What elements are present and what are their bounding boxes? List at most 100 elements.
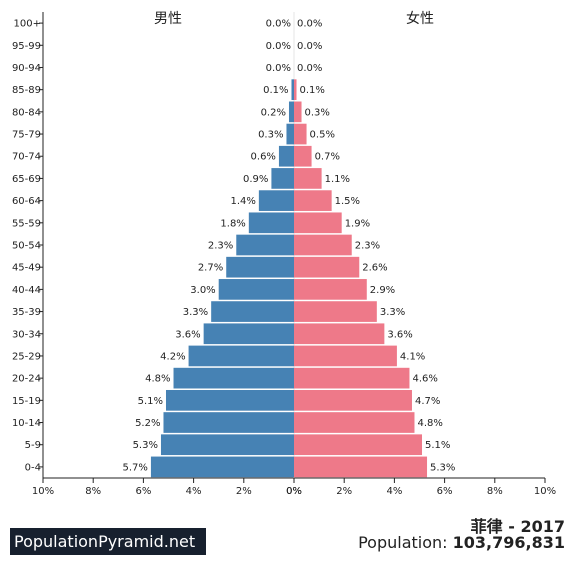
age-group-label: 55-59 [12, 218, 41, 229]
female-bar [294, 123, 307, 145]
female-bar [294, 367, 410, 389]
female-value-label: 0.0% [297, 63, 322, 74]
female-value-label: 2.6% [362, 263, 387, 274]
male-bar [163, 412, 294, 433]
series-label-male: 男性 [154, 11, 182, 27]
age-group-label: 15-19 [12, 396, 41, 407]
male-bar [236, 234, 294, 256]
age-group-label: 90-94 [12, 63, 41, 74]
age-group-label: 95-99 [12, 41, 41, 52]
age-group-label: 65-69 [12, 174, 41, 185]
country-year-title: 菲律 - 2017 [470, 517, 565, 536]
male-value-label: 0.6% [251, 152, 276, 163]
female-bar [294, 256, 360, 278]
age-group-label: 20-24 [12, 374, 41, 385]
male-value-label: 0.1% [263, 85, 288, 96]
age-group-label: 25-29 [12, 351, 41, 362]
female-value-label: 4.8% [417, 418, 442, 429]
age-group-label: 50-54 [12, 241, 41, 252]
male-value-label: 5.1% [138, 396, 163, 407]
female-value-label: 1.1% [325, 174, 350, 185]
female-value-label: 0.3% [305, 107, 330, 118]
female-bar [294, 79, 297, 101]
male-bar [278, 145, 294, 167]
age-group-label: 40-44 [12, 285, 41, 296]
female-bar [294, 434, 423, 456]
x-tick-label: 8% [487, 486, 503, 497]
male-value-label: 5.2% [135, 418, 160, 429]
x-tick-label: 6% [437, 486, 453, 497]
male-value-label: 0.0% [266, 41, 291, 52]
male-bar [150, 456, 294, 478]
female-bar [294, 234, 352, 256]
male-value-label: 3.6% [175, 329, 200, 340]
male-bar [173, 367, 294, 389]
female-bar [294, 412, 415, 433]
male-value-label: 1.8% [220, 218, 245, 229]
male-value-label: 0.3% [258, 130, 283, 141]
male-value-label: 3.0% [190, 285, 215, 296]
x-tick-label: 0% [286, 486, 302, 497]
female-value-label: 3.6% [387, 329, 412, 340]
series-label-female: 女性 [406, 10, 434, 27]
male-bar [160, 434, 294, 456]
age-group-label: 45-49 [12, 263, 41, 274]
male-value-label: 4.2% [160, 351, 185, 362]
male-value-label: 1.4% [230, 196, 255, 207]
female-bar [294, 456, 428, 478]
female-value-label: 0.1% [300, 85, 325, 96]
female-value-label: 5.1% [425, 440, 450, 451]
x-tick-label: 2% [236, 486, 252, 497]
female-value-label: 4.1% [400, 351, 425, 362]
x-tick-label: 4% [386, 486, 402, 497]
male-bar [218, 279, 294, 300]
male-bar [271, 168, 294, 189]
female-value-label: 3.3% [380, 307, 405, 318]
female-value-label: 1.5% [335, 196, 360, 207]
male-value-label: 2.3% [208, 241, 233, 252]
female-value-label: 5.3% [430, 462, 455, 473]
age-group-label: 10-14 [12, 418, 41, 429]
x-tick-label: 6% [135, 486, 151, 497]
age-group-label: 35-39 [12, 307, 41, 318]
male-bar [226, 256, 294, 278]
age-group-label: 70-74 [12, 152, 41, 163]
male-bar [211, 301, 294, 322]
male-value-label: 0.0% [266, 63, 291, 74]
female-bar [294, 190, 332, 211]
x-tick-label: 2% [336, 486, 352, 497]
x-tick-label: 10% [32, 486, 54, 497]
female-value-label: 4.6% [412, 374, 437, 385]
age-group-label: 5-9 [25, 440, 41, 451]
brand-logo-text[interactable]: PopulationPyramid.net [10, 528, 206, 555]
x-tick-label: 4% [186, 486, 202, 497]
age-group-label: 60-64 [12, 196, 41, 207]
male-bar [165, 389, 294, 411]
female-bar [294, 323, 385, 345]
female-value-label: 0.0% [297, 41, 322, 52]
chart-bars [150, 79, 428, 478]
age-group-label: 100+ [14, 19, 41, 30]
female-bar [294, 301, 377, 322]
female-value-label: 0.5% [310, 130, 335, 141]
male-bar [286, 123, 294, 145]
female-bar [294, 168, 322, 189]
age-group-label: 85-89 [12, 85, 41, 96]
female-value-label: 0.0% [297, 19, 322, 30]
chart-labels: 男性 女性 0.0% 0.0% 0.0% 0.0% 0.0% 0.0% 0.1% 0.1% 0.2%… [123, 10, 456, 473]
female-bar [294, 101, 302, 123]
female-value-label: 2.3% [355, 241, 380, 252]
male-bar [291, 79, 294, 101]
male-value-label: 5.3% [133, 440, 158, 451]
female-bar [294, 389, 412, 411]
age-group-label: 80-84 [12, 107, 41, 118]
population-pyramid-chart: 10% 8% 6% 4% 2% 0%0% 2% 4% 6% 8% 10%100+95-9990-94… [12, 10, 556, 497]
population-value: 103,796,831 [452, 533, 565, 552]
male-value-label: 5.7% [123, 462, 148, 473]
age-group-label: 30-34 [12, 329, 41, 340]
male-value-label: 2.7% [198, 263, 223, 274]
female-bar [294, 145, 312, 167]
male-bar [188, 345, 294, 367]
male-value-label: 0.2% [261, 107, 286, 118]
male-bar [248, 212, 294, 234]
